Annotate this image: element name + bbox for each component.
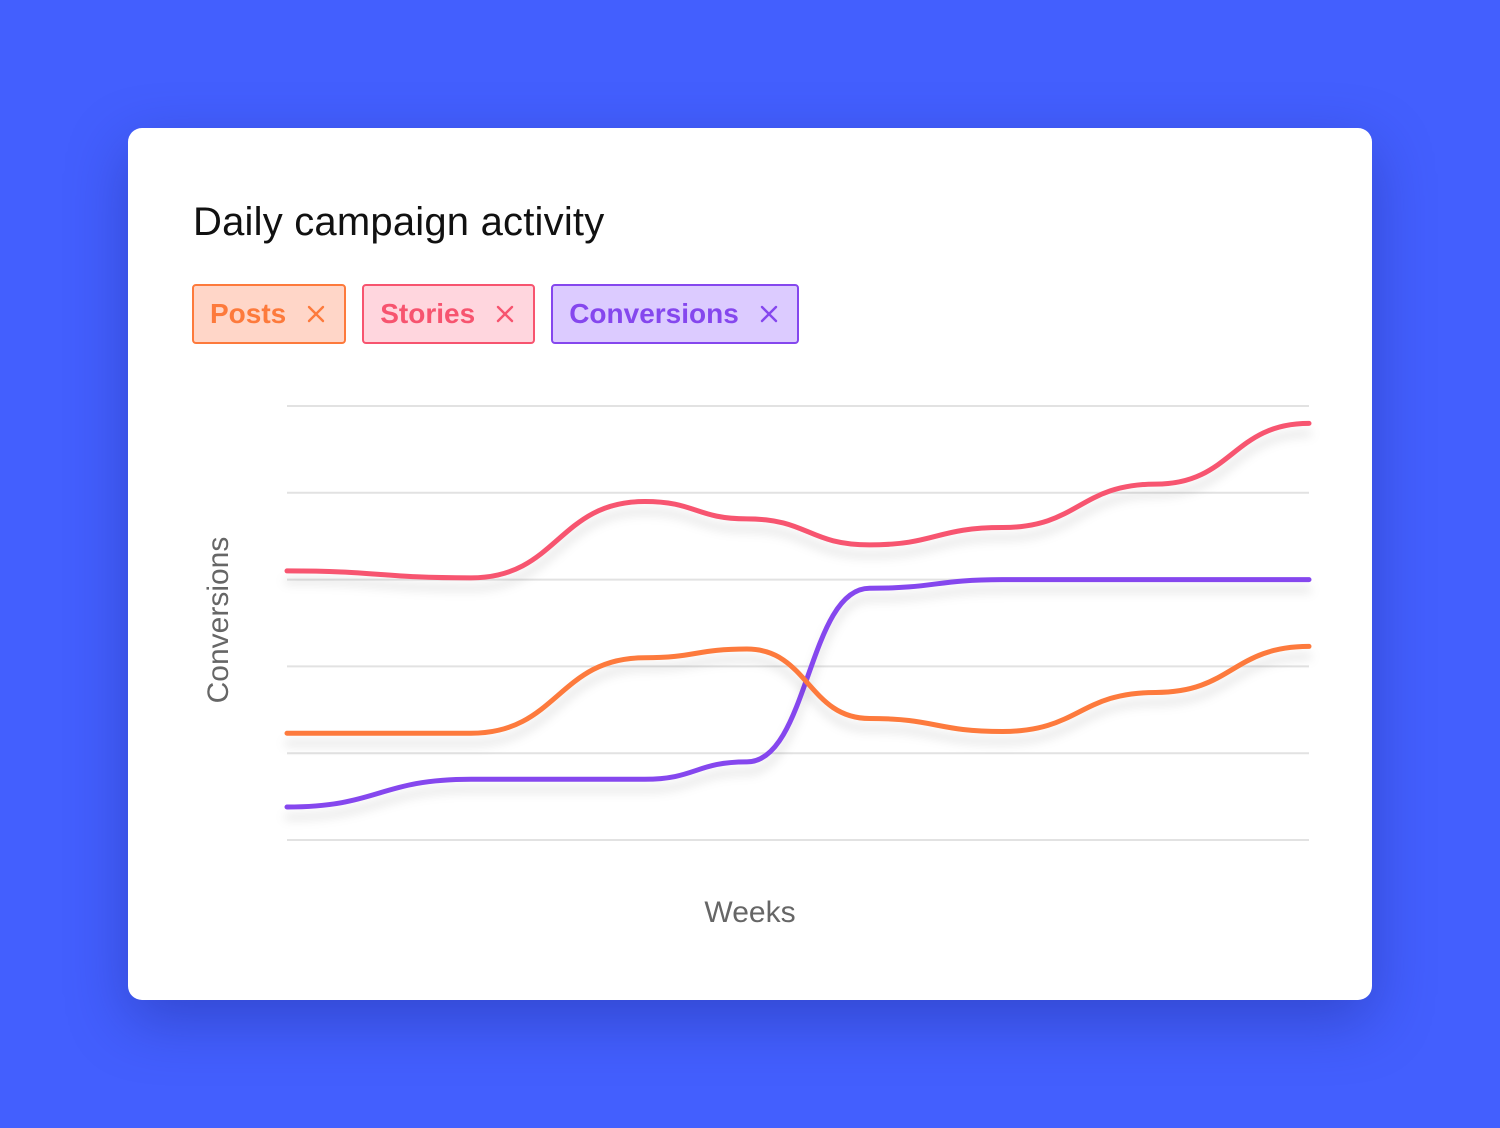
chip-conversions[interactable]: Conversions [551,284,799,344]
close-icon[interactable] [759,304,779,324]
grid-lines [287,405,1309,841]
line-chart: Conversions Weeks [202,405,1312,929]
chip-conversions-label: Conversions [569,298,739,329]
series-filter-chips: Posts Stories Conversions [192,284,799,344]
chip-posts-label: Posts [210,298,287,329]
series-line-conversions [284,577,1312,810]
close-icon[interactable] [495,304,515,324]
series-line-posts [284,643,1312,736]
close-icon[interactable] [306,304,326,324]
chip-stories-label: Stories [380,298,476,329]
chart-card: Daily campaign activity Posts Stories Co… [128,128,1372,1000]
chart-title: Daily campaign activity [193,200,605,244]
y-axis-label: Conversions [202,537,235,704]
series-line-stories [284,420,1312,581]
chip-posts[interactable]: Posts [192,284,347,344]
x-axis-label: Weeks [704,896,795,929]
chip-stories[interactable]: Stories [362,284,536,344]
series-lines [284,420,1312,810]
